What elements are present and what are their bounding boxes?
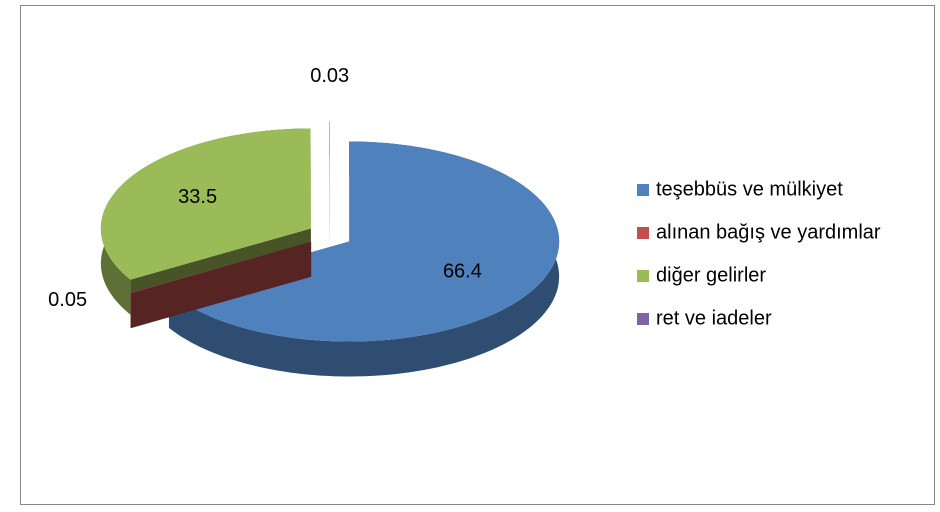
data-label: 0.05 xyxy=(48,289,87,311)
legend-label: teşebbüs ve mülkiyet xyxy=(656,178,843,200)
pie-slice xyxy=(130,241,312,329)
slice-top xyxy=(168,141,560,342)
legend-swatch xyxy=(637,270,649,282)
legend-label: diğer gelirler xyxy=(656,264,766,286)
slice-wall xyxy=(130,241,312,328)
slice-top xyxy=(130,241,312,294)
legend-label: alınan bağış ve yardımlar xyxy=(656,221,881,243)
data-label: 66.4 xyxy=(443,260,482,282)
legend-swatch xyxy=(637,313,649,325)
data-label: 0.03 xyxy=(310,65,349,87)
legend-label: ret ve iadeler xyxy=(656,307,772,329)
slice-top xyxy=(100,128,311,280)
legend-swatch xyxy=(637,184,649,196)
data-label: 33.5 xyxy=(178,186,217,208)
legend-swatch xyxy=(637,227,649,239)
